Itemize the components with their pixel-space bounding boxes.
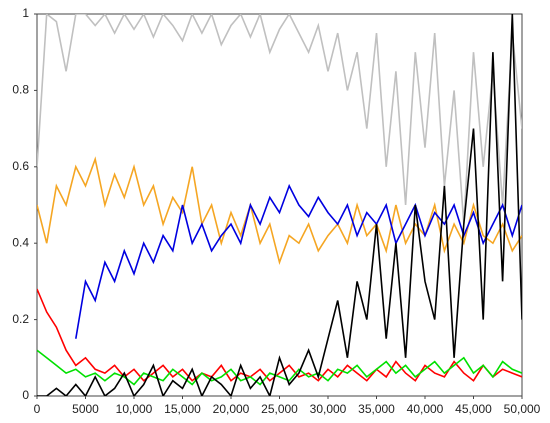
x-tick-label: 5000: [72, 402, 99, 416]
y-tick-label: 0.8: [12, 83, 29, 97]
x-tick-label: 10,000: [116, 402, 153, 416]
plot-frame: [36, 13, 523, 397]
x-tick-label: 20,000: [213, 402, 250, 416]
x-tick-label: 45,000: [455, 402, 492, 416]
x-tick-label: 0: [34, 402, 41, 416]
series-line: [37, 14, 522, 396]
y-tick-label: 0: [22, 388, 29, 402]
x-tick-label: 50,000: [504, 402, 541, 416]
series-line: [37, 14, 522, 225]
x-tick-label: 25,000: [261, 402, 298, 416]
x-tick-label: 30,000: [310, 402, 347, 416]
series-line: [75, 183, 522, 339]
x-tick-label: 35,000: [358, 402, 395, 416]
series-line: [37, 288, 522, 382]
plot-area: [37, 14, 522, 396]
y-tick-label: 1: [22, 6, 29, 20]
y-tick-label: 0.4: [12, 235, 29, 249]
series-line: [37, 349, 522, 386]
y-tick-label: 0.6: [12, 159, 29, 173]
x-tick-label: 40,000: [407, 402, 444, 416]
x-tick-label: 15,000: [164, 402, 201, 416]
y-tick-label: 0.2: [12, 312, 29, 326]
